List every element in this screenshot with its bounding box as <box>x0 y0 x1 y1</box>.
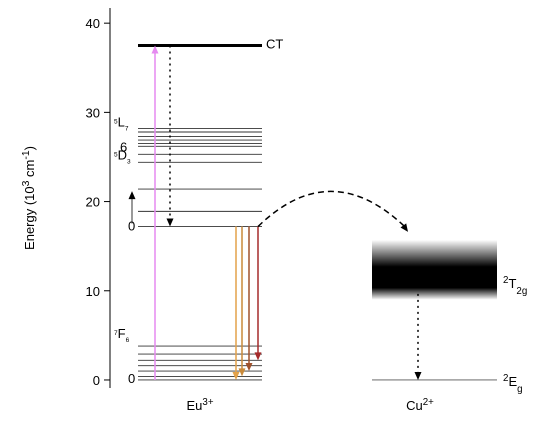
group-label: Eu3+ <box>186 397 213 414</box>
text-part: 2 <box>503 274 508 285</box>
text-part: 2g <box>516 285 527 296</box>
cu-band <box>372 239 497 300</box>
ct-label: CT <box>266 36 283 51</box>
y-tick-label: 10 <box>86 284 100 299</box>
arrow-head <box>151 45 159 54</box>
y-tick-label: 20 <box>86 195 100 210</box>
level-label: 5D3 <box>114 147 131 165</box>
text-part: 2 <box>503 372 508 383</box>
text-part: 7 <box>125 125 129 132</box>
text-part: 6 <box>126 337 130 344</box>
energy-transfer <box>257 190 405 228</box>
text-part: F <box>118 326 126 341</box>
level-label: 0 <box>128 219 135 234</box>
level-label: 6 <box>120 139 127 154</box>
y-tick-label: 40 <box>86 16 100 31</box>
level-label: 7F6 <box>114 326 130 344</box>
arrow-head <box>166 218 174 227</box>
text-part: E <box>508 374 517 389</box>
text-part: 3 <box>21 180 32 186</box>
text-part: -1 <box>21 150 32 159</box>
text-part: 2+ <box>423 397 434 408</box>
text-part: 3+ <box>202 397 213 408</box>
text-part: D <box>118 147 127 162</box>
text-part: Energy (10 <box>22 186 37 250</box>
text-part: 5 <box>114 151 118 158</box>
group-label: Cu2+ <box>406 397 434 414</box>
text-part: 0 <box>128 371 135 386</box>
arrow-head <box>128 191 136 200</box>
text-part: L <box>118 114 125 129</box>
text-part: 5 <box>114 118 118 125</box>
text-part: cm <box>22 160 37 181</box>
text-part: 7 <box>114 330 118 337</box>
y-tick-label: 30 <box>86 105 100 120</box>
text-part: 3 <box>127 158 131 165</box>
text-part: g <box>517 383 522 394</box>
y-axis-label: Energy (103 cm-1) <box>21 146 38 250</box>
arrow-head <box>238 368 246 377</box>
y-tick-label: 0 <box>93 373 100 388</box>
text-part: 6 <box>120 139 127 154</box>
arrow-head <box>414 371 422 380</box>
text-part: T <box>508 276 516 291</box>
text-part: ) <box>22 146 37 150</box>
level-label: 2Eg <box>503 372 523 394</box>
level-label: 5L7 <box>114 114 129 132</box>
level-label: 2T2g <box>503 274 527 296</box>
text-part: 0 <box>128 219 135 234</box>
arrow-head <box>245 363 253 372</box>
arrow-head <box>254 352 262 361</box>
level-label: 0 <box>128 371 135 386</box>
text-part: Eu <box>186 398 202 413</box>
text-part: Cu <box>406 398 423 413</box>
arrow-head <box>400 223 408 232</box>
arrow-head <box>232 371 240 380</box>
